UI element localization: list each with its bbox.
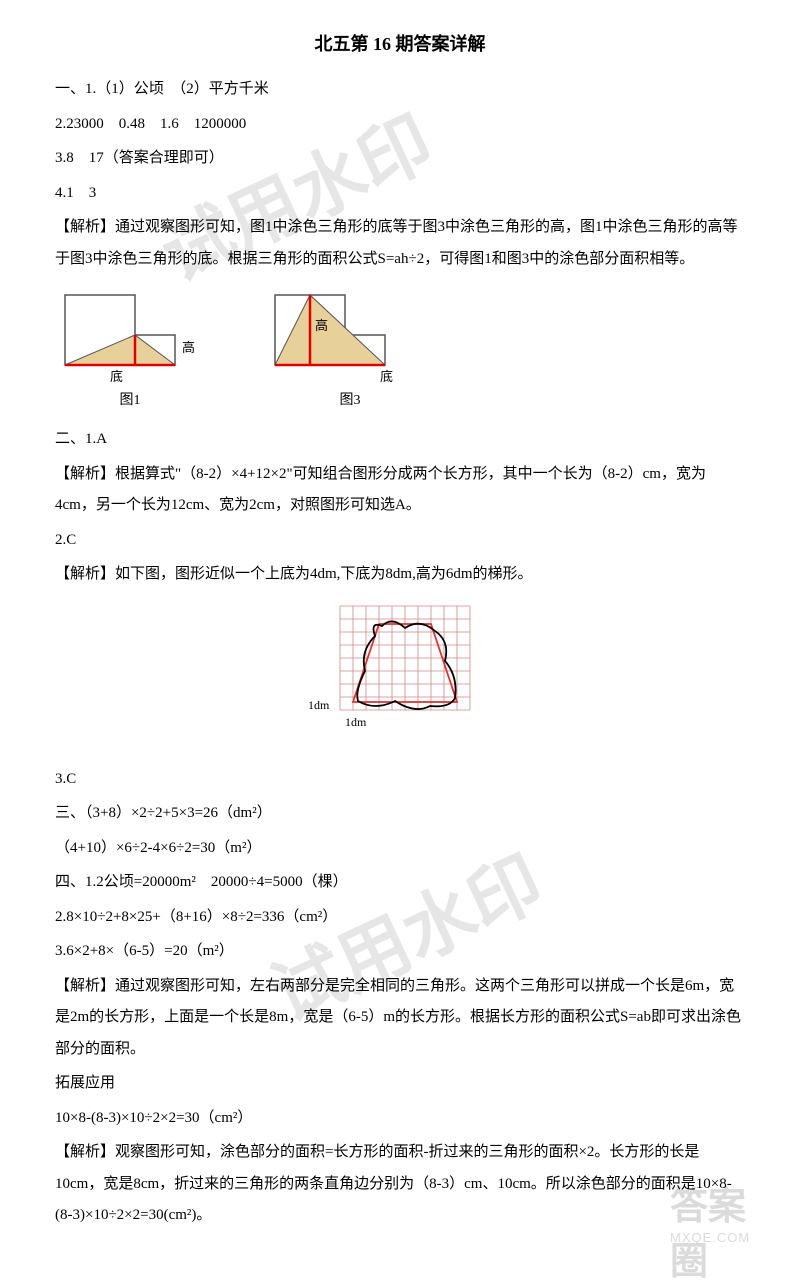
s3-explain3: 【解析】通过观察图形可知，左右两部分是完全相同的三角形。这两个三角形可以拼成一个… <box>55 971 745 1066</box>
fig3-label: 图3 <box>340 389 361 409</box>
s3-explain4: 【解析】观察图形可知，涂色部分的面积=长方形的面积-折过来的三角形的面积×2。长… <box>55 1137 745 1232</box>
ext-title: 拓展应用 <box>55 1068 745 1100</box>
figure-3-svg: 高 底 <box>265 285 435 385</box>
grid-figure: 1dm 1dm <box>55 601 745 746</box>
s3-q3: 3.C <box>55 764 745 796</box>
figure-3: 高 底 图3 <box>265 285 435 409</box>
figure-1: 底 高 图1 <box>55 285 205 409</box>
s3-line1: 三、（3+8）×2÷2+5×3=26（dm²） <box>55 798 745 830</box>
content-layer: 北五第 16 期答案详解 一、1.（1）公顷 （2）平方千米 2.23000 0… <box>55 30 745 1232</box>
page-title: 北五第 16 期答案详解 <box>55 30 745 56</box>
grid-y-unit: 1dm <box>308 698 330 712</box>
figure-row-1: 底 高 图1 高 底 图3 <box>55 285 745 409</box>
s1-q4: 4.1 3 <box>55 178 745 210</box>
ext-line: 10×8-(8-3)×10÷2×2=30（cm²） <box>55 1103 745 1135</box>
s2-explain1: 【解析】根据算式"（8-2）×4+12×2"可知组合图形分成两个长方形，其中一个… <box>55 459 745 522</box>
s1-q2: 2.23000 0.48 1.6 1200000 <box>55 109 745 141</box>
s4-line2: 2.8×10÷2+8×25+（8+16）×8÷2=336（cm²） <box>55 902 745 934</box>
grid-x-unit: 1dm <box>345 715 367 729</box>
s1-explain1: 【解析】通过观察图形可知，图1中涂色三角形的底等于图3中涂色三角形的高，图1中涂… <box>55 212 745 275</box>
s1-q3: 3.8 17（答案合理即可） <box>55 143 745 175</box>
fig1-di-label: 底 <box>110 369 123 384</box>
figure-1-svg: 底 高 <box>55 285 205 385</box>
s2-explain2: 【解析】如下图，图形近似一个上底为4dm,下底为8dm,高为6dm的梯形。 <box>55 559 745 591</box>
s4-line3: 3.6×2+8×（6-5）=20（m²） <box>55 936 745 968</box>
logo-sub-text: MXQE.COM <box>670 1230 750 1245</box>
s4-line1: 四、1.2公顷=20000m² 20000÷4=5000（棵） <box>55 867 745 899</box>
s2-q1: 二、1.A <box>55 424 745 456</box>
fig3-gao-label: 高 <box>315 318 328 333</box>
grid-svg: 1dm 1dm <box>300 601 500 746</box>
s2-q2: 2.C <box>55 525 745 557</box>
s3-line2: （4+10）×6÷2-4×6÷2=30（m²） <box>55 833 745 865</box>
fig1-gao-label: 高 <box>182 340 195 355</box>
fig1-label: 图1 <box>120 389 141 409</box>
fig3-di-label: 底 <box>380 369 393 384</box>
s1-q1: 一、1.（1）公顷 （2）平方千米 <box>55 74 745 106</box>
